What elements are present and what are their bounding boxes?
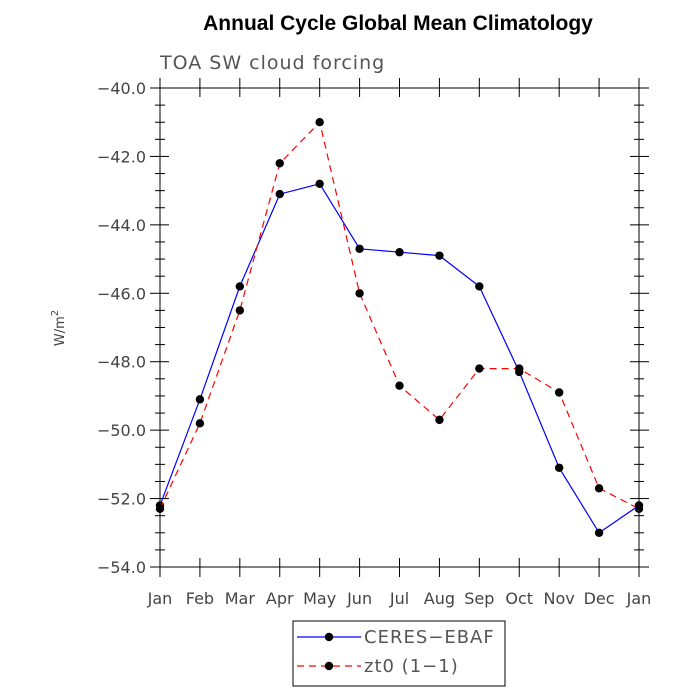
x-tick-label: Mar — [225, 589, 256, 608]
x-tick-label: Feb — [186, 589, 214, 608]
series-1-point — [435, 251, 444, 260]
y-tick-label: −54.0 — [97, 558, 146, 577]
series-1-point — [355, 244, 364, 254]
series-1-point — [235, 282, 245, 291]
series-2-point — [435, 415, 444, 425]
y-tick-label: −52.0 — [97, 490, 146, 509]
x-tick-label: Oct — [505, 589, 533, 608]
series-1-point — [315, 179, 324, 188]
series-2-point — [275, 159, 284, 168]
x-tick-label: Jan — [147, 589, 173, 608]
y-tick-label: −48.0 — [97, 353, 146, 372]
x-tick-label: Jul — [389, 589, 409, 608]
series-2-point — [475, 364, 484, 373]
x-tick-label: Aug — [424, 589, 455, 608]
chart-subtitle: TOA SW cloud forcing — [159, 52, 385, 74]
legend-marker-1 — [324, 632, 334, 642]
series-2-point — [594, 484, 604, 493]
series-2-point — [235, 306, 245, 315]
y-tick-label: −50.0 — [97, 421, 146, 440]
chart-title: Annual Cycle Global Mean Climatology — [203, 12, 593, 35]
series-1-point — [395, 248, 404, 257]
series-2-point — [315, 118, 324, 127]
series-1-point — [275, 189, 284, 199]
y-axis-label-unit: W/m — [53, 316, 68, 346]
series-1-point — [195, 395, 205, 404]
x-tick-label: Nov — [544, 589, 575, 608]
series-2-point — [554, 388, 564, 397]
x-tick-label: Dec — [584, 589, 615, 608]
y-tick-label: −44.0 — [97, 216, 146, 235]
series-line-2 — [159, 120, 640, 510]
series-1-point — [475, 282, 484, 291]
series-1-point — [554, 463, 564, 472]
legend: CERES−EBAF zt0 (1−1) — [292, 620, 506, 687]
series-line-1 — [159, 183, 640, 534]
y-axis-label-exponent: 2 — [50, 310, 61, 316]
data-series — [155, 118, 644, 537]
legend-marker-2 — [324, 661, 334, 671]
series-1-point — [594, 528, 604, 537]
x-tick-label: Apr — [266, 589, 294, 608]
x-tick-label: Jan — [626, 589, 652, 608]
y-tick-label: −46.0 — [97, 284, 146, 303]
x-tick-label: May — [303, 589, 336, 608]
legend-box — [292, 620, 506, 687]
axis-ticks: −54.0 −52.0 −50.0 −48.0 −46.0 −44.0 −42.0 −40.0… — [97, 78, 651, 608]
legend-label-2: zt0 (1−1) — [364, 656, 459, 677]
series-2-point — [395, 381, 404, 390]
series-2-point — [634, 504, 644, 514]
x-tick-label: Jun — [346, 589, 372, 608]
plot-frame — [159, 87, 640, 568]
series-2-point — [355, 289, 364, 298]
x-tick-label: Sep — [464, 589, 494, 608]
series-2-point — [195, 419, 205, 428]
series-2-point — [515, 364, 524, 373]
series-2-point — [155, 504, 165, 514]
y-tick-label: −42.0 — [97, 147, 146, 166]
legend-label-1: CERES−EBAF — [364, 627, 495, 648]
y-tick-label: −40.0 — [97, 79, 146, 98]
y-axis-label: W/m2 — [50, 310, 68, 346]
